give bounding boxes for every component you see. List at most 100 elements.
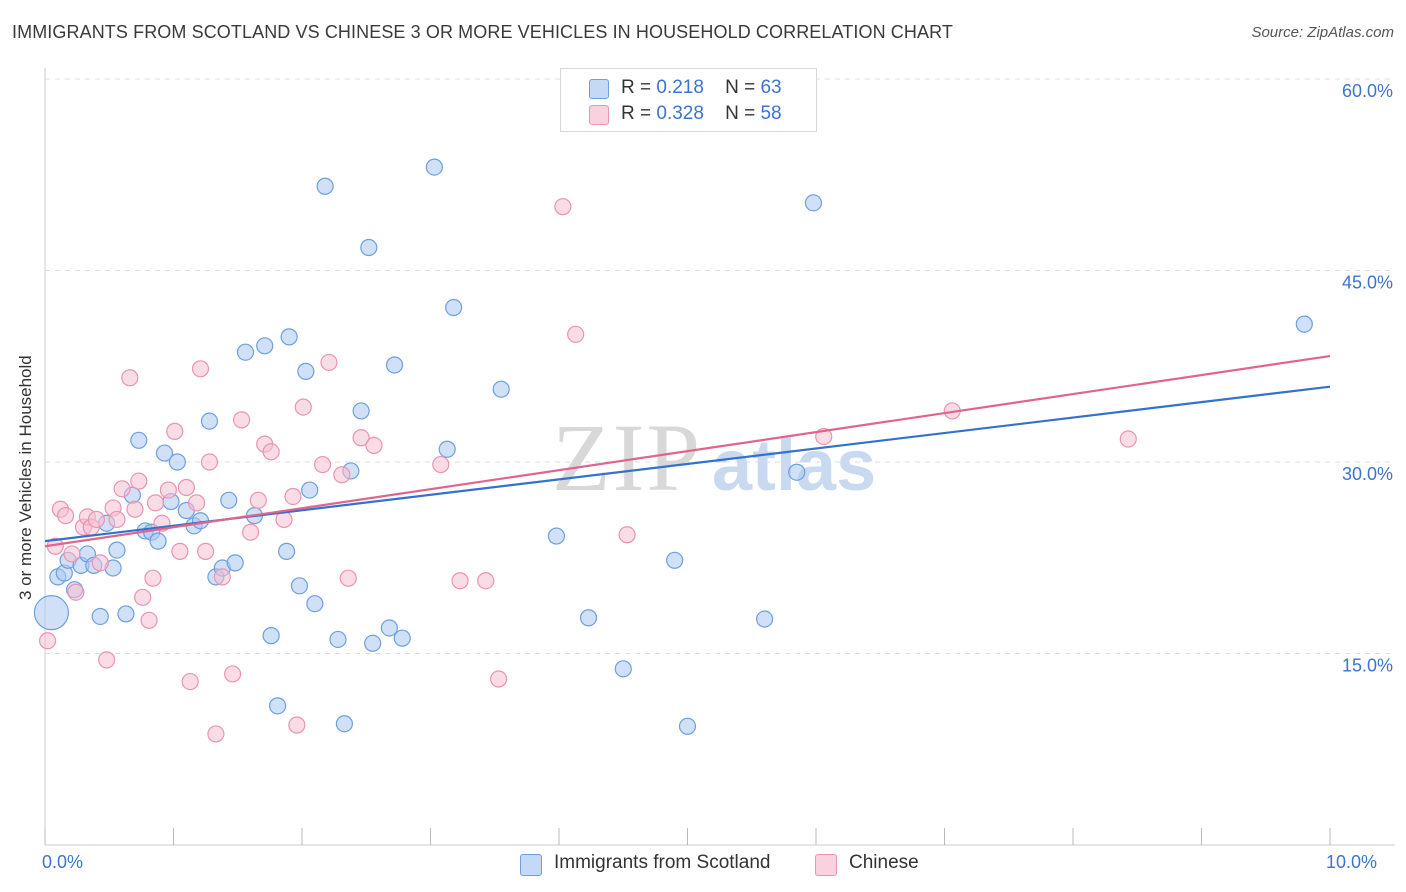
chinese-point [490, 670, 508, 688]
chinese-point [98, 651, 116, 669]
chinese-point [63, 545, 81, 563]
chinese-point [177, 478, 195, 497]
y-tick-label: 60.0% [1342, 81, 1393, 101]
chinese-point [313, 455, 332, 474]
chinese-point [121, 369, 139, 387]
n-value-chinese: 58 [760, 103, 782, 124]
chinese-point [451, 572, 469, 590]
scotland-point [360, 238, 378, 257]
chinese-swatch [589, 105, 609, 125]
scotland-point [755, 610, 774, 628]
chinese-point [333, 466, 351, 484]
scotland-point [236, 343, 255, 361]
legend-label-chinese: Chinese [849, 852, 919, 873]
y-tick-label: 45.0% [1342, 273, 1393, 293]
chinese-point [213, 568, 231, 586]
chinese-point [56, 507, 75, 525]
chinese-point [159, 481, 177, 499]
y-axis-label: 3 or more Vehicles in Household [16, 355, 35, 600]
chinese-point [191, 360, 210, 378]
chinese-point [91, 554, 109, 572]
chinese-point [1119, 430, 1137, 448]
legend-label-scotland: Immigrants from Scotland [554, 852, 771, 873]
scotland-point [168, 453, 186, 471]
scotland-point [579, 609, 598, 627]
scotland-point [108, 541, 126, 559]
chinese-trend-line [44, 354, 1331, 548]
chinese-swatch [815, 854, 837, 876]
scotland-point [256, 337, 274, 355]
scotland-point [352, 402, 370, 420]
scotland-point [130, 431, 148, 449]
axes [44, 68, 1395, 846]
scotland-point [200, 412, 219, 430]
chart-title: IMMIGRANTS FROM SCOTLAND VS CHINESE 3 OR… [12, 22, 953, 42]
scotland-point [220, 491, 238, 509]
chinese-point [554, 198, 572, 216]
chinese-point [200, 453, 219, 471]
scotland-point [1295, 315, 1313, 333]
source-label: Source: ZipAtlas.com [1251, 24, 1394, 41]
x-tick-label-max: 10.0% [1326, 852, 1378, 872]
scotland-point [788, 463, 806, 481]
data-points [33, 158, 1313, 743]
n-value-scotland: 63 [760, 77, 782, 98]
scotland-point [385, 356, 404, 374]
watermark: ZIP atlas [552, 404, 876, 511]
r-label: R = [621, 103, 652, 124]
chinese-point [113, 480, 131, 498]
chinese-point [171, 542, 189, 560]
scotland-point [380, 619, 398, 637]
correlation-legend: R = 0.218 N = 63 R = 0.328 N = 58 [560, 68, 817, 132]
scotland-swatch [589, 79, 609, 99]
scotland-point [91, 607, 109, 626]
scotland-point [364, 634, 382, 652]
x-tick-label-min: 0.0% [42, 852, 84, 872]
scotland-point [301, 481, 319, 499]
chinese-point [249, 491, 267, 509]
scotland-point [445, 298, 463, 317]
chinese-point [618, 526, 636, 544]
chinese-point [87, 510, 106, 529]
scotland-point [329, 630, 347, 649]
chinese-point [432, 455, 450, 474]
chinese-point [188, 494, 206, 512]
svg-text:ZIP: ZIP [552, 404, 702, 511]
chinese-point [130, 472, 148, 490]
scotland-point [547, 527, 566, 545]
chinese-point [146, 494, 165, 512]
scotland-point [262, 627, 280, 645]
chinese-point [67, 583, 85, 601]
scotland-point [297, 362, 315, 380]
chinese-point [365, 436, 383, 455]
chinese-point [242, 523, 260, 541]
y-tick-label: 15.0% [1342, 656, 1393, 676]
grid-lines [45, 78, 1395, 654]
scotland-point [614, 660, 632, 678]
scotland-point [155, 444, 174, 462]
scotland-point [226, 554, 244, 572]
chinese-point [108, 510, 126, 529]
chinese-point [288, 716, 306, 734]
n-label: N = [725, 103, 756, 124]
scotland-point [316, 177, 334, 195]
n-label: N = [725, 77, 756, 98]
scotland-point [306, 595, 324, 613]
scotland-point [425, 158, 443, 176]
chinese-point [140, 611, 158, 629]
chinese-point [134, 588, 152, 606]
y-tick-labels: 15.0% 30.0% 45.0% 60.0% [1342, 81, 1393, 676]
chinese-point [144, 569, 162, 587]
scotland-point [393, 629, 411, 647]
scotland-point [33, 595, 70, 631]
chinese-point [166, 422, 184, 440]
scotland-point [335, 715, 354, 733]
trend-lines [44, 354, 1331, 548]
r-value-scotland: 0.218 [656, 77, 704, 98]
chinese-point [262, 443, 280, 461]
scotland-point [277, 542, 296, 560]
scotland-point [804, 194, 823, 212]
scotland-swatch [520, 854, 542, 876]
scotland-point [280, 328, 298, 346]
